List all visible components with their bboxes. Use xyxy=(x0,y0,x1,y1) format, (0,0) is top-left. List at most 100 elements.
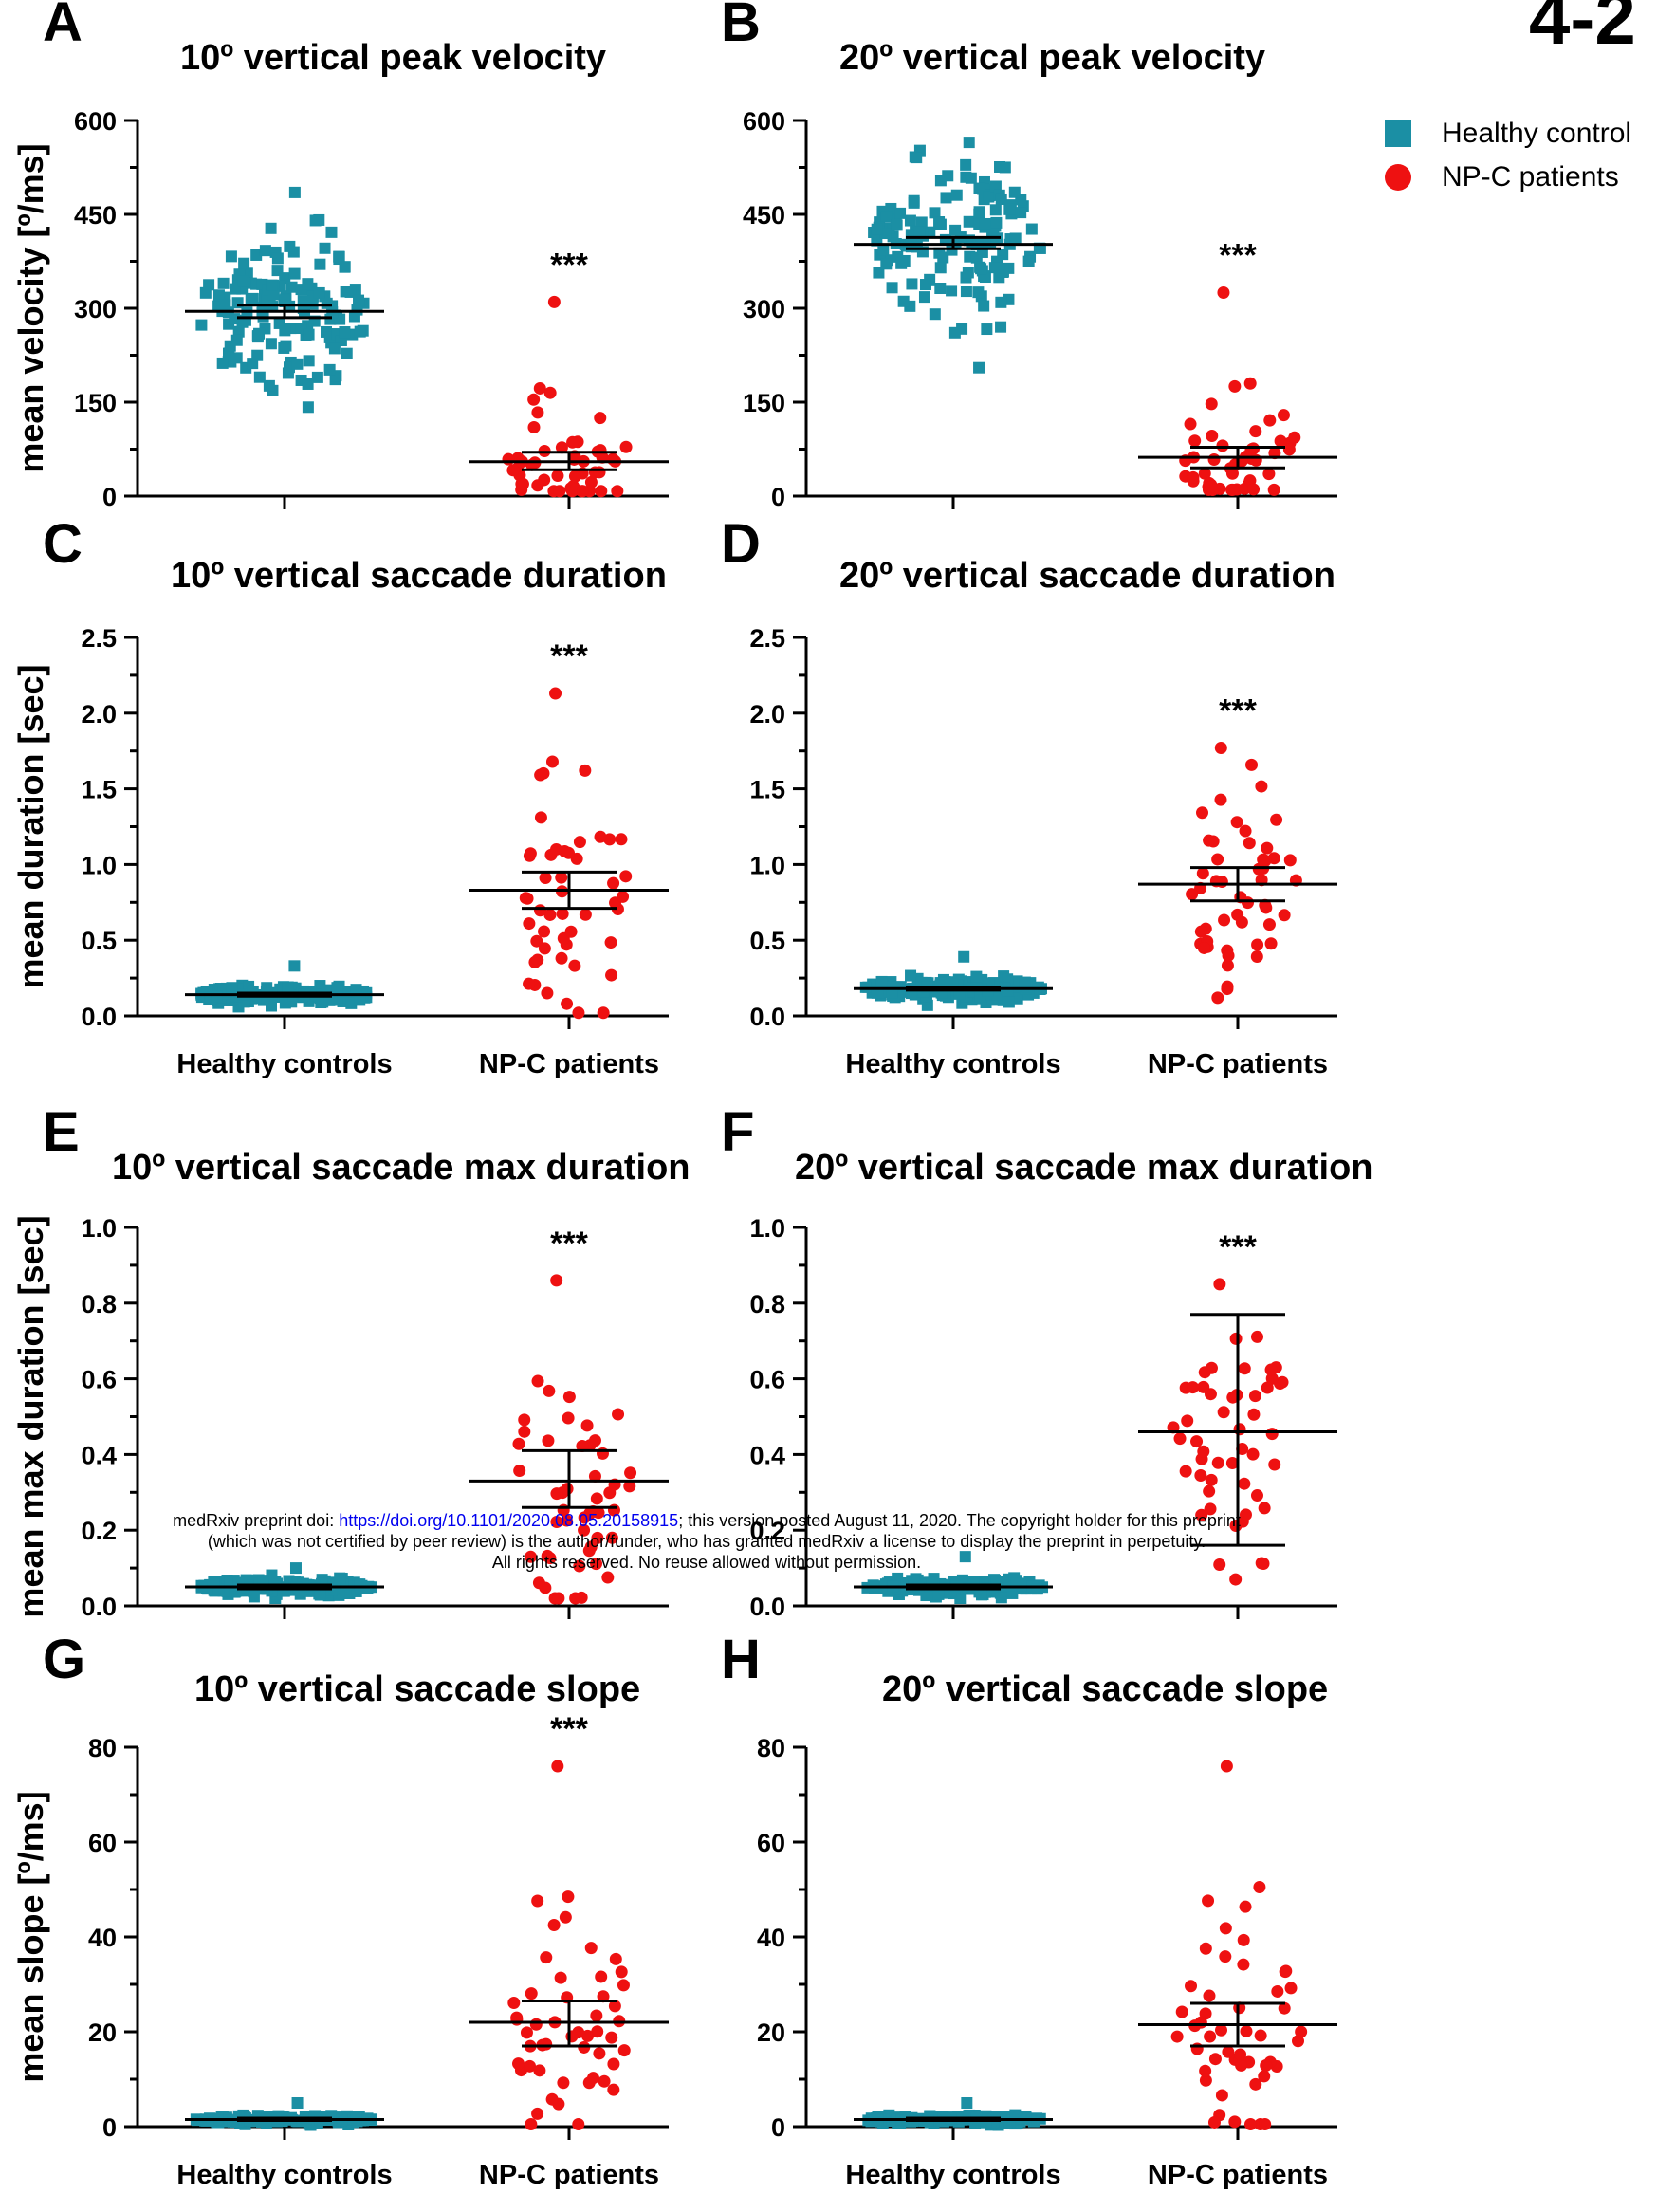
healthy-point xyxy=(929,207,941,219)
healthy-point xyxy=(271,252,284,265)
legend-circle-marker xyxy=(1385,164,1411,191)
y-tick-label: 0.0 xyxy=(749,1003,785,1031)
npc-point xyxy=(1284,1982,1298,1995)
npc-point xyxy=(555,871,568,884)
npc-point xyxy=(1259,854,1272,867)
healthy-point xyxy=(265,338,277,350)
npc-point xyxy=(530,934,543,948)
healthy-point xyxy=(314,258,326,270)
healthy-point xyxy=(946,285,958,297)
npc-point xyxy=(533,2064,546,2077)
npc-point xyxy=(1229,1332,1243,1345)
healthy-point xyxy=(313,286,325,299)
npc-point xyxy=(541,1549,554,1562)
npc-point xyxy=(597,1006,610,1020)
healthy-point xyxy=(297,295,309,307)
healthy-point xyxy=(302,401,314,414)
y-tick-label: 2.5 xyxy=(749,624,785,653)
y-tick-label: 600 xyxy=(743,107,785,136)
healthy-point xyxy=(983,191,995,203)
healthy-point xyxy=(932,1588,945,1600)
healthy-point xyxy=(1031,1583,1043,1595)
npc-point xyxy=(534,904,547,917)
healthy-point xyxy=(259,245,271,257)
npc-point xyxy=(566,435,580,449)
y-tick-label: 0.0 xyxy=(81,1003,117,1031)
npc-point xyxy=(519,892,532,905)
npc-point xyxy=(1259,2118,1272,2130)
healthy-point xyxy=(323,363,336,376)
npc-point xyxy=(523,849,536,862)
npc-point xyxy=(531,406,544,419)
healthy-point xyxy=(973,206,985,218)
healthy-point xyxy=(934,262,947,274)
healthy-point xyxy=(989,204,1002,216)
healthy-point xyxy=(319,242,331,254)
x-category-label: Healthy controls xyxy=(845,1049,1060,1079)
npc-point xyxy=(529,2018,543,2031)
npc-point xyxy=(1261,1381,1274,1394)
y-tick-label: 1.0 xyxy=(749,1214,785,1243)
npc-point xyxy=(525,2118,538,2130)
npc-point xyxy=(1203,834,1216,847)
npc-point xyxy=(1282,443,1296,456)
npc-point xyxy=(1274,434,1287,448)
y-tick-label: 300 xyxy=(74,295,117,323)
npc-point xyxy=(1185,1980,1198,1993)
legend-label-npc: NP-C patients xyxy=(1442,161,1619,193)
significance-marker: *** xyxy=(550,1226,588,1262)
healthy-point xyxy=(348,310,360,323)
healthy-point xyxy=(311,371,323,383)
healthy-point xyxy=(940,192,952,204)
healthy-point xyxy=(282,981,294,993)
healthy-point xyxy=(972,286,985,299)
npc-point xyxy=(582,2076,596,2090)
npc-point xyxy=(555,441,568,454)
legend-square-marker xyxy=(1385,120,1411,147)
healthy-point xyxy=(991,262,1003,274)
npc-point xyxy=(1196,806,1209,820)
healthy-point xyxy=(238,257,250,269)
healthy-point xyxy=(208,1576,220,1588)
healthy-point xyxy=(1008,186,1021,198)
npc-point xyxy=(1205,1361,1218,1374)
npc-point xyxy=(1250,1489,1263,1502)
npc-point xyxy=(607,2057,620,2071)
healthy-point xyxy=(970,251,983,264)
healthy-point xyxy=(880,211,893,223)
y-tick-label: 300 xyxy=(743,295,785,323)
npc-point xyxy=(527,420,541,433)
y-tick-label: 1.0 xyxy=(749,851,785,879)
npc-point xyxy=(556,907,569,920)
chart-f: 0.0 0.2 0.4 0.6 0.8 1.0 *** xyxy=(749,1214,1337,1621)
npc-point xyxy=(559,1910,572,1924)
npc-point xyxy=(1250,1330,1263,1343)
medrxiv-watermark: medRxiv preprint doi: https://doi.org/10… xyxy=(0,1510,1413,1573)
healthy-point xyxy=(289,1562,302,1575)
watermark-doi-link[interactable]: https://doi.org/10.1101/2020.08.05.20158… xyxy=(339,1511,679,1530)
npc-point xyxy=(580,1419,594,1432)
panel-title-d: 20º vertical saccade duration xyxy=(839,556,1335,596)
healthy-point xyxy=(929,308,941,321)
npc-point xyxy=(550,1516,563,1529)
npc-point xyxy=(584,1942,598,1955)
significance-marker: *** xyxy=(1219,693,1257,729)
npc-point xyxy=(1204,1502,1217,1516)
npc-point xyxy=(575,1591,588,1604)
npc-point xyxy=(1225,467,1239,480)
npc-point xyxy=(520,2026,533,2039)
healthy-point xyxy=(990,216,1003,229)
npc-point xyxy=(540,1951,553,1964)
npc-point xyxy=(568,470,581,483)
npc-point xyxy=(533,381,546,395)
healthy-point xyxy=(895,257,908,269)
x-category-label: NP-C patients xyxy=(1148,2160,1328,2190)
npc-point xyxy=(507,1997,521,2010)
healthy-point xyxy=(278,294,290,306)
healthy-point xyxy=(291,358,304,370)
healthy-point xyxy=(958,950,970,963)
npc-point xyxy=(1264,1363,1278,1376)
npc-point xyxy=(615,833,628,846)
npc-point xyxy=(1233,1423,1246,1436)
npc-point xyxy=(576,1440,589,1453)
